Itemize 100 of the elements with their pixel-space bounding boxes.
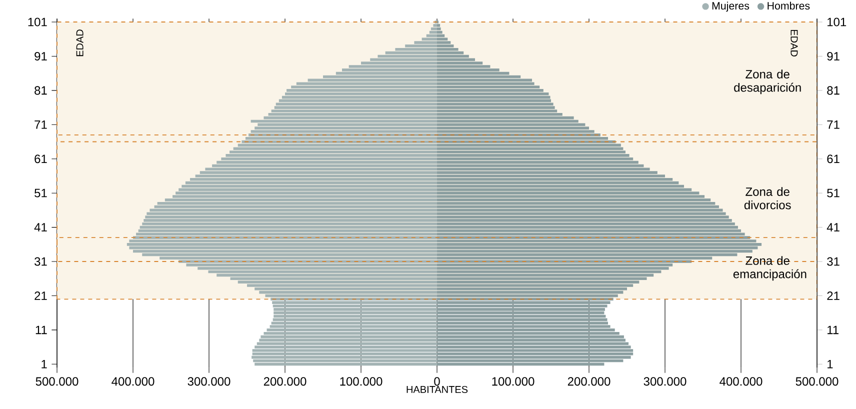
bar xyxy=(437,212,726,216)
y2-tick-label: 61 xyxy=(827,154,840,164)
bar xyxy=(176,192,438,194)
bar xyxy=(144,219,438,222)
y2-tick-label: 1 xyxy=(828,360,833,368)
y-tick-label: 51 xyxy=(34,188,47,198)
bar xyxy=(437,301,610,304)
bar xyxy=(437,24,440,27)
bar xyxy=(437,38,448,41)
bar xyxy=(129,240,438,242)
x-tick-label: 400.000 xyxy=(112,377,154,386)
bar xyxy=(437,102,554,106)
y2-tick-label: 91 xyxy=(827,52,840,60)
bar xyxy=(437,30,442,34)
y-tick-label: 1 xyxy=(42,360,47,368)
bar xyxy=(230,150,438,154)
y2-tick-label: 81 xyxy=(827,86,840,95)
bar xyxy=(146,212,438,216)
bar xyxy=(437,308,605,311)
bar xyxy=(437,266,669,270)
bar xyxy=(437,349,634,352)
y2-tick-label: 31 xyxy=(827,257,840,266)
y-tick-label: 91 xyxy=(34,52,47,60)
y2-tick-label: 21 xyxy=(827,292,840,300)
legend-label: Hombres xyxy=(768,2,810,10)
x-tick-label: 500.000 xyxy=(796,377,838,386)
bar xyxy=(430,27,438,30)
y2-tick-label: 51 xyxy=(827,188,840,198)
bar xyxy=(126,243,438,246)
band-label: Zona de divorcios xyxy=(744,187,791,210)
bar xyxy=(437,219,732,222)
bar xyxy=(254,126,438,130)
bar xyxy=(250,130,438,133)
bar xyxy=(254,346,438,348)
bar xyxy=(437,27,441,30)
bar xyxy=(136,232,438,236)
x-tick-label: 300.000 xyxy=(188,377,230,386)
band-label: Zona de emancipación xyxy=(733,256,806,281)
bar xyxy=(437,106,555,109)
bar xyxy=(437,304,608,308)
y-tick-label: 11 xyxy=(36,326,47,334)
y2-axis-title: EDAD xyxy=(790,30,798,56)
x-tick-label: 500.000 xyxy=(36,377,78,386)
bar xyxy=(272,304,438,308)
y-tick-label: 31 xyxy=(34,257,47,266)
bar xyxy=(264,332,438,335)
bar xyxy=(274,308,438,311)
x-tick-label: 0 xyxy=(434,377,440,386)
y-tick-label: 81 xyxy=(34,86,47,95)
y-axis-title: EDAD xyxy=(76,30,84,56)
bar xyxy=(271,110,438,112)
bar xyxy=(437,150,626,154)
x-tick-label: 300.000 xyxy=(644,377,686,386)
bar xyxy=(145,216,438,218)
bar xyxy=(437,147,624,150)
bar xyxy=(270,325,438,328)
bar xyxy=(437,352,634,356)
x-tick-label: 200.000 xyxy=(568,377,610,386)
bar xyxy=(157,202,438,205)
bar xyxy=(200,171,438,174)
y2-tick-label: 41 xyxy=(826,223,840,232)
bar xyxy=(272,301,438,304)
bar xyxy=(437,342,629,346)
y-tick-label: 71 xyxy=(34,120,47,129)
bar xyxy=(437,322,608,325)
bar xyxy=(437,222,735,226)
x-tick-label: 100.000 xyxy=(340,377,382,386)
bar xyxy=(142,222,438,226)
y-tick-label: 41 xyxy=(34,223,47,232)
bar xyxy=(233,147,438,150)
bar xyxy=(285,92,438,96)
bar xyxy=(437,346,631,348)
y2-tick-label: 101 xyxy=(828,18,846,26)
bar xyxy=(437,41,451,44)
bar xyxy=(437,198,711,202)
bar xyxy=(266,328,438,332)
x-tick-label: 400.000 xyxy=(720,377,762,386)
x-tick-label: 100.000 xyxy=(492,377,534,386)
bar xyxy=(252,349,438,352)
y2-tick-label: 11 xyxy=(828,326,838,334)
bar xyxy=(252,352,438,356)
bar xyxy=(437,86,540,88)
bar xyxy=(276,102,438,106)
bar xyxy=(433,24,438,27)
bar xyxy=(437,92,549,96)
x-tick-label: 200.000 xyxy=(264,377,306,386)
y-tick-label: 61 xyxy=(34,154,47,164)
legend-label: Mujeres xyxy=(712,2,750,12)
bar xyxy=(437,243,762,246)
bar xyxy=(437,154,630,157)
bar xyxy=(256,342,438,346)
bar xyxy=(437,216,729,218)
y2-tick-label: 71 xyxy=(827,120,840,129)
band-label: Zona de desaparición xyxy=(734,70,801,94)
bar xyxy=(286,89,438,92)
y-tick-label: 21 xyxy=(34,292,47,300)
bar xyxy=(274,106,438,109)
bar xyxy=(271,322,438,325)
bar xyxy=(437,202,716,205)
y-tick-label: 101 xyxy=(28,18,47,26)
